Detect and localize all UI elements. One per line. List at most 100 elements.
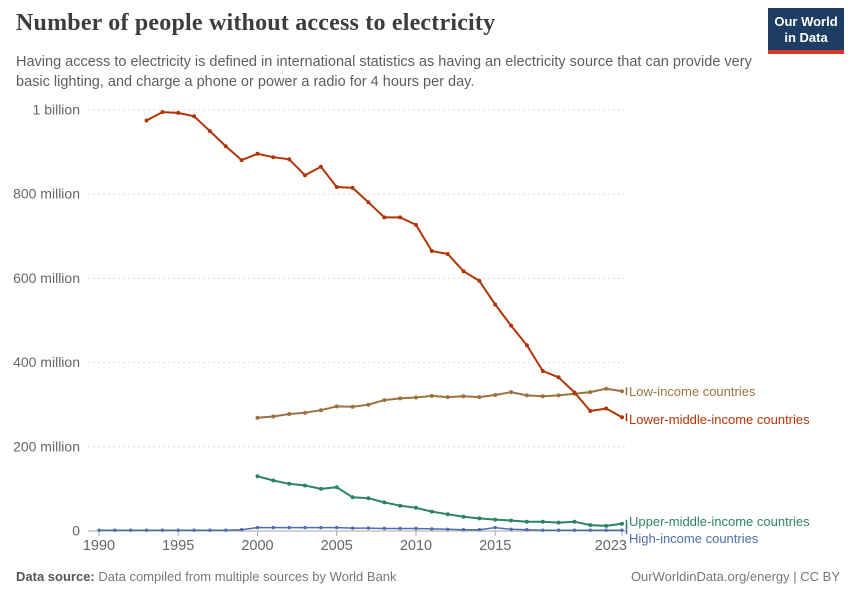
data-point-lower-middle-income[interactable]	[572, 390, 577, 395]
data-point-lower-middle-income[interactable]	[588, 409, 593, 413]
data-point-high-income[interactable]	[303, 525, 307, 530]
data-point-lower-middle-income[interactable]	[366, 200, 371, 205]
data-point-low-income[interactable]	[604, 386, 609, 391]
data-point-upper-middle-income[interactable]	[382, 500, 387, 505]
data-point-high-income[interactable]	[556, 528, 561, 532]
data-point-low-income[interactable]	[445, 395, 450, 400]
data-point-high-income[interactable]	[176, 528, 180, 532]
data-point-low-income[interactable]	[414, 395, 418, 400]
data-point-lower-middle-income[interactable]	[271, 155, 276, 160]
data-point-high-income[interactable]	[271, 525, 275, 530]
data-point-low-income[interactable]	[477, 395, 482, 400]
data-point-lower-middle-income[interactable]	[144, 118, 149, 123]
data-point-lower-middle-income[interactable]	[239, 158, 244, 163]
data-point-low-income[interactable]	[429, 393, 434, 398]
data-point-upper-middle-income[interactable]	[398, 503, 403, 508]
data-point-high-income[interactable]	[414, 526, 418, 531]
series-line-low-income[interactable]	[257, 387, 623, 419]
data-point-lower-middle-income[interactable]	[524, 343, 529, 348]
series-label-low-income[interactable]: Low-income countries	[629, 384, 756, 399]
data-point-upper-middle-income[interactable]	[366, 496, 371, 501]
data-point-high-income[interactable]	[366, 526, 371, 530]
data-point-lower-middle-income[interactable]	[604, 406, 609, 411]
data-point-lower-middle-income[interactable]	[192, 114, 197, 119]
data-point-upper-middle-income[interactable]	[493, 517, 498, 522]
data-point-high-income[interactable]	[493, 525, 497, 530]
data-point-upper-middle-income[interactable]	[271, 478, 276, 483]
data-point-lower-middle-income[interactable]	[429, 249, 434, 253]
data-point-upper-middle-income[interactable]	[414, 505, 418, 510]
data-point-lower-middle-income[interactable]	[493, 302, 498, 307]
owid-logo[interactable]: Our World in Data	[768, 8, 844, 54]
data-point-lower-middle-income[interactable]	[445, 252, 450, 256]
data-point-lower-middle-income[interactable]	[620, 415, 624, 420]
data-point-low-income[interactable]	[524, 393, 529, 398]
data-point-upper-middle-income[interactable]	[477, 516, 482, 521]
data-point-lower-middle-income[interactable]	[318, 164, 323, 169]
data-point-lower-middle-income[interactable]	[303, 173, 307, 178]
data-point-high-income[interactable]	[224, 528, 228, 532]
data-point-low-income[interactable]	[398, 396, 403, 401]
data-point-high-income[interactable]	[255, 525, 260, 530]
data-point-lower-middle-income[interactable]	[398, 215, 403, 220]
data-point-lower-middle-income[interactable]	[556, 375, 561, 380]
data-point-upper-middle-income[interactable]	[303, 483, 307, 488]
data-point-high-income[interactable]	[192, 528, 196, 532]
data-point-upper-middle-income[interactable]	[429, 509, 434, 514]
data-point-high-income[interactable]	[588, 528, 592, 532]
data-point-lower-middle-income[interactable]	[461, 269, 466, 274]
data-point-high-income[interactable]	[461, 528, 466, 532]
data-point-lower-middle-income[interactable]	[540, 369, 545, 373]
data-point-high-income[interactable]	[319, 525, 323, 530]
data-point-high-income[interactable]	[208, 528, 212, 532]
data-point-high-income[interactable]	[160, 528, 165, 532]
data-point-low-income[interactable]	[588, 390, 593, 395]
data-point-lower-middle-income[interactable]	[350, 185, 355, 190]
data-point-low-income[interactable]	[303, 410, 307, 415]
data-point-upper-middle-income[interactable]	[445, 512, 450, 517]
data-point-high-income[interactable]	[620, 528, 624, 532]
data-point-high-income[interactable]	[541, 528, 545, 532]
data-point-high-income[interactable]	[509, 527, 513, 531]
data-point-upper-middle-income[interactable]	[620, 521, 624, 526]
data-point-lower-middle-income[interactable]	[160, 110, 165, 115]
data-point-lower-middle-income[interactable]	[287, 157, 292, 162]
data-point-low-income[interactable]	[271, 414, 276, 419]
data-point-upper-middle-income[interactable]	[540, 519, 545, 524]
data-point-low-income[interactable]	[509, 390, 514, 395]
series-label-upper-middle-income[interactable]: Upper-middle-income countries	[629, 514, 810, 529]
series-label-lower-middle-income[interactable]: Lower-middle-income countries	[629, 412, 810, 427]
data-point-high-income[interactable]	[430, 527, 434, 531]
data-point-high-income[interactable]	[604, 528, 608, 532]
data-point-high-income[interactable]	[477, 528, 482, 532]
data-point-high-income[interactable]	[572, 528, 577, 532]
data-point-low-income[interactable]	[287, 412, 292, 416]
data-point-lower-middle-income[interactable]	[334, 185, 339, 189]
data-point-high-income[interactable]	[446, 527, 450, 531]
data-point-upper-middle-income[interactable]	[524, 519, 529, 524]
data-point-lower-middle-income[interactable]	[477, 278, 482, 283]
data-point-lower-middle-income[interactable]	[176, 110, 181, 115]
series-label-high-income[interactable]: High-income countries	[629, 531, 759, 546]
series-line-lower-middle-income[interactable]	[146, 111, 623, 419]
series-line-upper-middle-income[interactable]	[257, 475, 623, 527]
data-point-low-income[interactable]	[318, 408, 323, 413]
data-point-lower-middle-income[interactable]	[509, 323, 514, 328]
data-point-upper-middle-income[interactable]	[255, 474, 260, 479]
data-point-low-income[interactable]	[620, 389, 624, 394]
data-point-high-income[interactable]	[113, 528, 117, 532]
data-point-upper-middle-income[interactable]	[556, 520, 561, 525]
data-point-high-income[interactable]	[239, 528, 244, 532]
data-point-low-income[interactable]	[255, 415, 260, 420]
data-point-high-income[interactable]	[287, 525, 291, 530]
data-point-high-income[interactable]	[129, 528, 133, 532]
data-point-low-income[interactable]	[366, 402, 371, 407]
data-point-low-income[interactable]	[461, 394, 466, 399]
data-point-lower-middle-income[interactable]	[255, 151, 260, 156]
data-point-upper-middle-income[interactable]	[509, 518, 514, 523]
data-point-low-income[interactable]	[540, 394, 545, 399]
data-point-upper-middle-income[interactable]	[588, 523, 593, 528]
data-point-lower-middle-income[interactable]	[382, 215, 387, 220]
data-point-low-income[interactable]	[382, 398, 387, 403]
data-point-lower-middle-income[interactable]	[223, 144, 228, 149]
